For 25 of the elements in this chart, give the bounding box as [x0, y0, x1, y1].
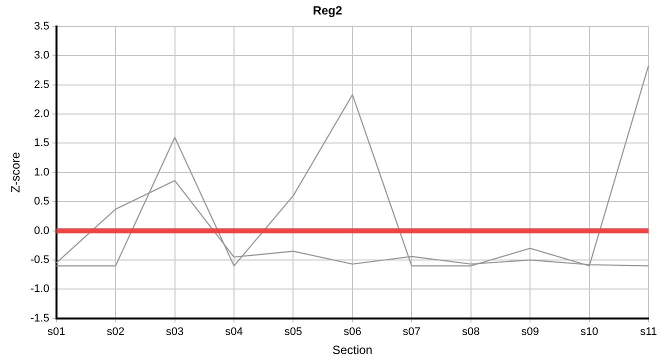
- chart-title: Reg2: [312, 4, 342, 18]
- x-tick-label: s01: [47, 326, 66, 338]
- y-tick-label: 3.0: [34, 50, 50, 62]
- x-tick-label: s08: [462, 326, 480, 338]
- x-tick-label: s07: [402, 326, 421, 338]
- y-tick-label: 1.0: [34, 166, 50, 178]
- y-tick-label: -1.0: [30, 283, 50, 296]
- x-tick-label: s10: [580, 326, 598, 338]
- x-tick-label: s02: [106, 326, 124, 338]
- x-tick-label: s03: [166, 326, 184, 338]
- y-tick-label: 1.5: [34, 137, 50, 150]
- y-tick-label: 0.5: [34, 196, 50, 208]
- y-axis-title: Z-score: [8, 152, 23, 193]
- x-tick-label: s11: [640, 326, 657, 338]
- x-tick-label: s05: [284, 326, 302, 338]
- y-tick-label: 2.5: [34, 78, 50, 91]
- y-tick-label: -0.5: [30, 254, 50, 266]
- y-tick-label: -1.5: [30, 312, 50, 324]
- x-axis-title: Section: [332, 343, 372, 358]
- x-tick-label: s09: [521, 326, 539, 338]
- y-tick-label: 2.0: [34, 108, 50, 120]
- x-tick-label: s04: [225, 326, 243, 338]
- x-tick-label: s06: [344, 326, 362, 338]
- y-tick-label: 0.0: [34, 224, 50, 237]
- y-tick-label: 3.5: [34, 20, 50, 32]
